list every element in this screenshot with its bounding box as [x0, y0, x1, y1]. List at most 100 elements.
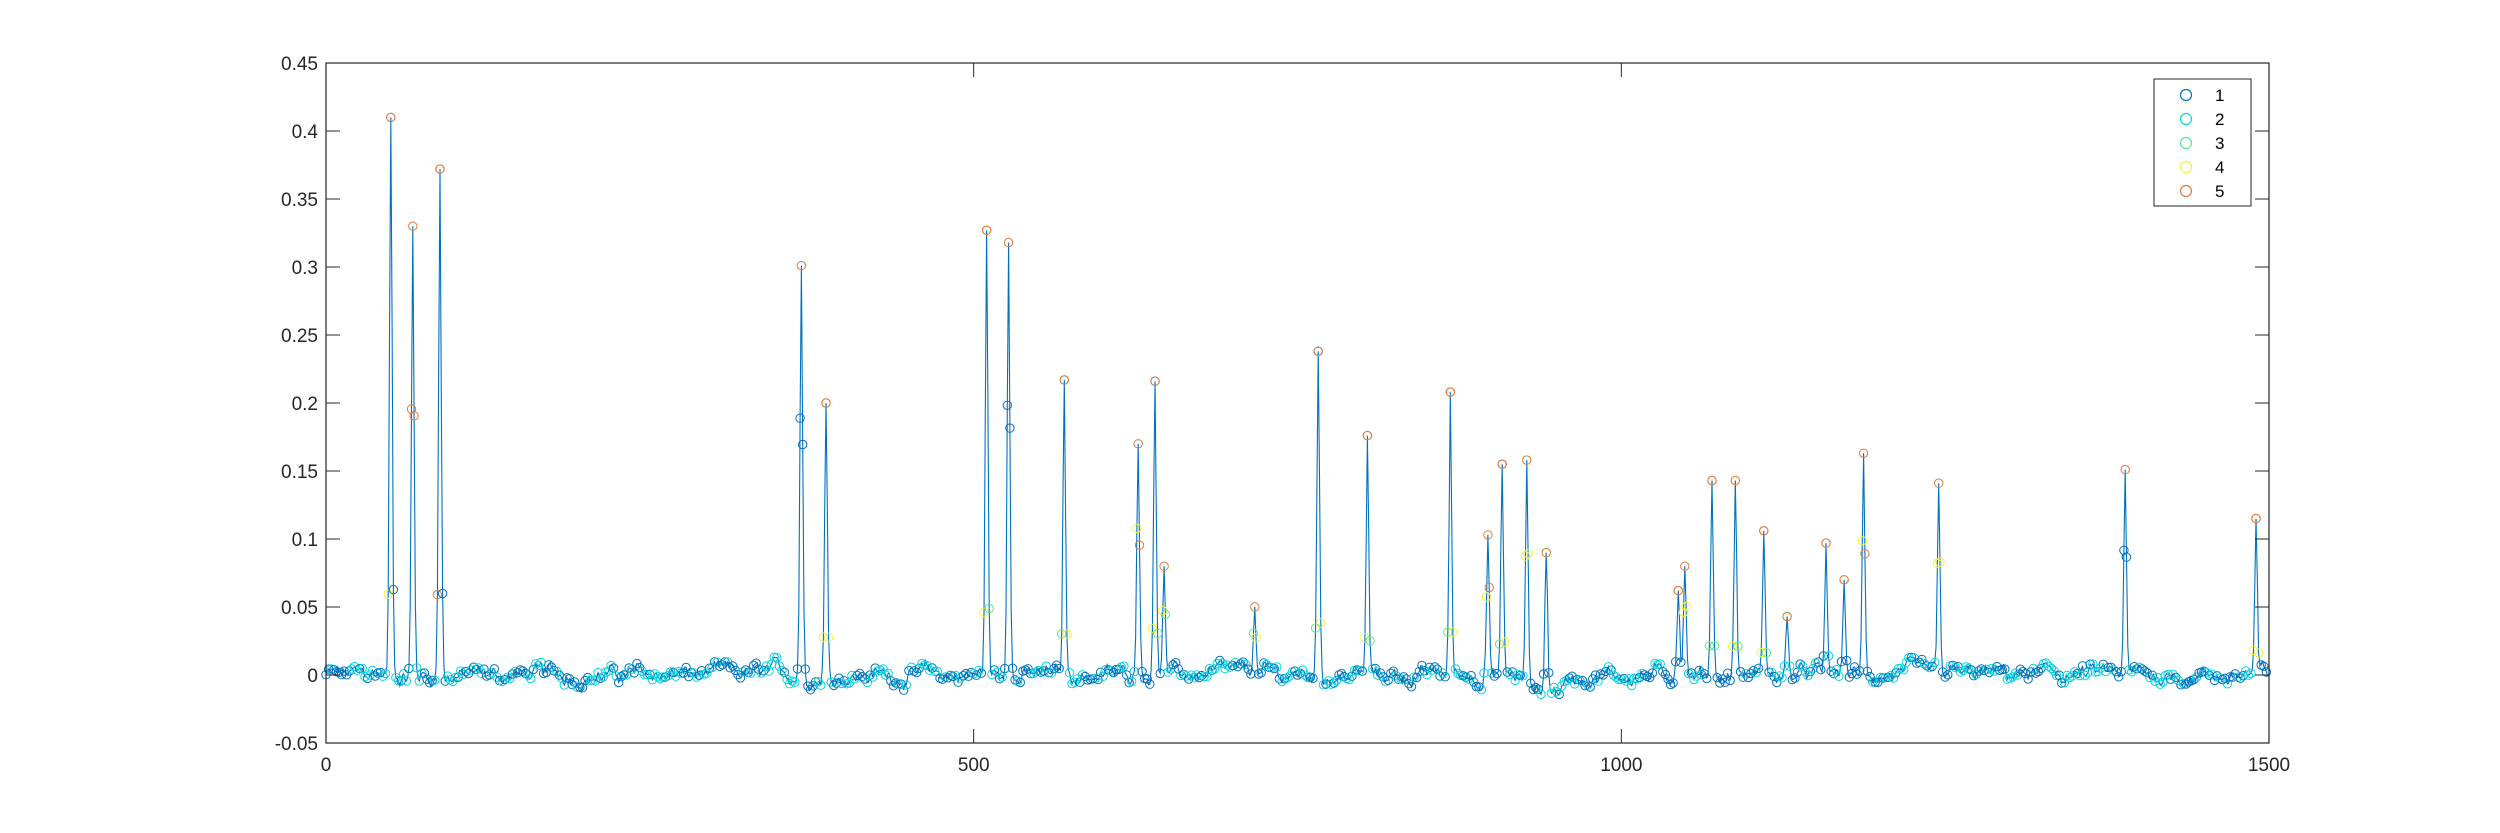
legend-label-3: 3 — [2215, 134, 2224, 153]
data-point-series-2 — [702, 668, 712, 678]
legend-label-5: 5 — [2215, 182, 2224, 201]
data-point-series-2 — [450, 672, 461, 683]
data-point-series-1 — [1538, 669, 1549, 679]
data-point-series-2 — [1277, 676, 1287, 687]
data-point-series-1 — [1917, 654, 1927, 665]
data-point-series-1 — [1665, 679, 1676, 690]
data-point-peak — [1159, 561, 1169, 571]
legend-marker-2 — [2179, 112, 2193, 126]
data-point-series-2 — [997, 672, 1007, 682]
data-point-series-1 — [2119, 545, 2129, 555]
data-point-series-1 — [453, 672, 463, 682]
data-point-series-1 — [741, 665, 751, 675]
data-point-peak — [821, 398, 831, 408]
data-point-peak — [1522, 455, 1532, 465]
data-point-peak — [408, 221, 418, 231]
data-point-series-1 — [1207, 665, 1217, 675]
data-point-peak — [1707, 475, 1717, 486]
data-point-series-4 — [1448, 627, 1458, 637]
data-point-series-1 — [870, 663, 880, 673]
data-point-series-4 — [2253, 648, 2264, 658]
data-point-series-1 — [1108, 667, 1119, 678]
data-point-series-1 — [1264, 662, 1274, 672]
data-point-series-2 — [1479, 668, 1489, 678]
data-point-peak — [1497, 459, 1507, 469]
data-point-series-2 — [401, 676, 411, 686]
data-point-series-1 — [2209, 675, 2220, 686]
plot-background — [326, 63, 2269, 743]
data-point-series-2 — [1077, 670, 1088, 680]
data-point-series-1 — [1805, 666, 1816, 677]
data-point-series-1 — [1246, 669, 1256, 679]
data-point-series-1 — [1051, 660, 1062, 670]
data-point-series-2 — [611, 671, 621, 681]
data-point-series-2 — [658, 672, 668, 682]
data-point-series-4 — [1523, 548, 1533, 559]
data-point-series-2 — [1834, 671, 1844, 681]
data-point-series-1 — [1606, 665, 1616, 675]
data-point-series-3 — [1310, 623, 1321, 633]
data-point-series-1 — [564, 674, 575, 684]
data-point-series-1 — [1461, 672, 1471, 682]
data-point-series-1 — [1790, 673, 1800, 683]
data-point-series-1 — [2171, 672, 2181, 682]
data-point-series-2 — [526, 673, 536, 684]
data-point-series-2 — [1331, 675, 1342, 686]
data-point-peak — [1445, 387, 1456, 397]
data-point-series-2 — [1209, 664, 1220, 674]
data-point-series-2 — [992, 667, 1002, 677]
data-point-series-1 — [810, 677, 821, 687]
data-point-series-4 — [1062, 629, 1072, 639]
data-point-series-4 — [1481, 592, 1492, 602]
data-point-series-1 — [1435, 671, 1445, 681]
data-point-series-1 — [1544, 668, 1554, 678]
data-point-series-2 — [1901, 657, 1912, 667]
data-point-series-2 — [1427, 665, 1437, 675]
data-point-series-4 — [1678, 607, 1689, 617]
legend-label-4: 4 — [2215, 158, 2224, 177]
data-point-series-1 — [2261, 667, 2272, 677]
data-point-series-3 — [1248, 628, 1259, 638]
data-point-series-2 — [1013, 676, 1023, 686]
data-point-series-1 — [1948, 660, 1958, 671]
data-point-series-1 — [2147, 670, 2158, 680]
data-point-series-1 — [520, 668, 531, 679]
data-point-series-1 — [2181, 679, 2191, 689]
data-point-series-1 — [855, 668, 865, 679]
data-point-peak — [1059, 375, 1070, 385]
data-point-series-2 — [777, 665, 787, 676]
data-point-series-1 — [1855, 666, 1865, 676]
data-point-series-2 — [1536, 689, 1546, 699]
data-point-peak — [1680, 561, 1690, 571]
data-point-series-2 — [1476, 685, 1487, 695]
data-point-series-5 — [1134, 540, 1145, 550]
data-point-series-1 — [751, 658, 761, 668]
y-tick-label: 0.1 — [292, 530, 318, 551]
data-point-series-1 — [1114, 664, 1124, 675]
data-point-series-2 — [1323, 676, 1334, 686]
data-point-series-1 — [1937, 667, 1948, 677]
data-point-series-1 — [1554, 689, 1564, 700]
data-point-series-1 — [678, 668, 689, 678]
data-point-peak — [1003, 237, 1014, 248]
data-point-series-1 — [1292, 670, 1303, 680]
data-point-series-2 — [974, 665, 984, 675]
data-point-series-2 — [1551, 687, 1562, 697]
data-point-series-2 — [922, 660, 932, 671]
data-point-series-1 — [798, 439, 808, 450]
data-point-series-5 — [406, 404, 417, 414]
data-point-series-1 — [1787, 675, 1798, 685]
data-point-series-2 — [1971, 669, 1982, 679]
data-point-series-1 — [1883, 672, 1893, 682]
data-point-series-2 — [1163, 667, 1173, 677]
data-point-series-1 — [896, 679, 906, 689]
data-point-series-1 — [1002, 400, 1012, 410]
data-point-series-1 — [1753, 663, 1764, 673]
data-point-series-1 — [1137, 666, 1147, 677]
data-point-series-1 — [1489, 671, 1500, 681]
data-point-series-1 — [2000, 664, 2010, 674]
data-point-series-1 — [681, 662, 691, 673]
data-point-series-1 — [1735, 667, 1746, 677]
data-point-series-2 — [826, 677, 836, 687]
